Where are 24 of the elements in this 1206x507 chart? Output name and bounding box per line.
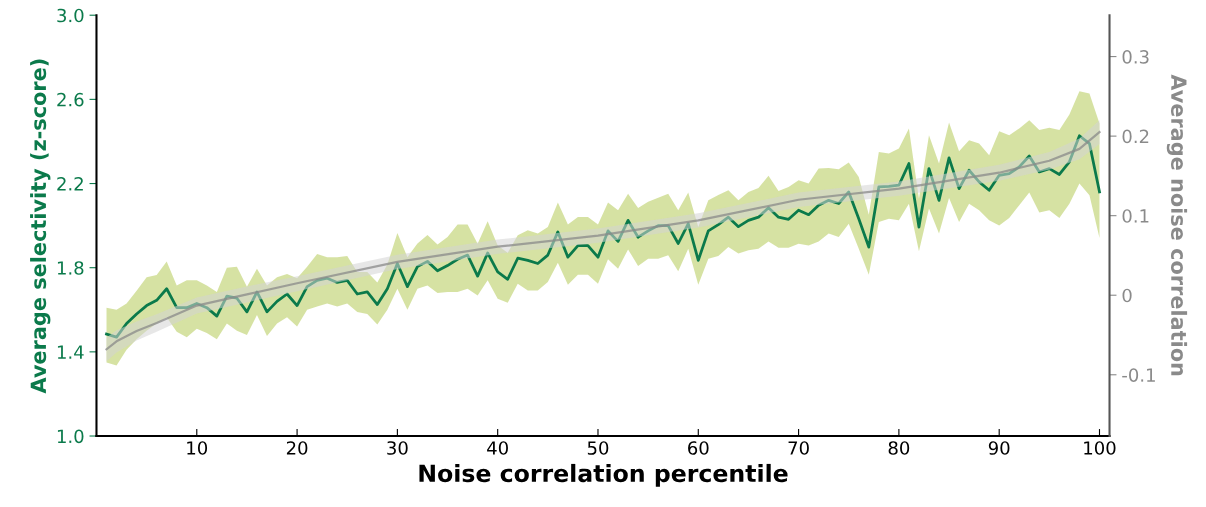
- x-tick-label: 70: [788, 441, 809, 455]
- x-tick-label: 10: [187, 441, 208, 455]
- x-tick-label: 80: [888, 441, 910, 455]
- y-tick-label: 2.2: [57, 176, 83, 191]
- y2-tick-label: 0.3: [1122, 50, 1149, 64]
- y2-tick-label: -0.1: [1122, 368, 1155, 382]
- y-tick-label: 3.0: [57, 8, 84, 23]
- x-tick-label: 50: [587, 441, 609, 455]
- x-axis-title: Noise correlation percentile: [419, 463, 788, 487]
- x-tick-label: 40: [487, 441, 508, 455]
- y-tick-label: 1.4: [57, 345, 84, 359]
- y2-tick-label: 0: [1122, 288, 1132, 303]
- y2-tick-label: 0.2: [1122, 129, 1149, 144]
- y-tick-label: 2.6: [57, 92, 84, 107]
- y-axis-title: Average selectivity (z-score): [30, 59, 51, 394]
- y-tick-label: 1.0: [57, 429, 84, 444]
- x-tick-label: 90: [988, 441, 1010, 455]
- y2-axis-title: Average noise correlation: [1166, 74, 1188, 376]
- x-tick-label: 30: [387, 441, 408, 455]
- x-tick-label: 100: [1084, 441, 1116, 455]
- x-tick-label: 60: [688, 441, 709, 455]
- y2-tick-label: 0.1: [1122, 209, 1149, 223]
- y-tick-label: 1.8: [57, 261, 84, 275]
- x-tick-label: 20: [286, 441, 308, 455]
